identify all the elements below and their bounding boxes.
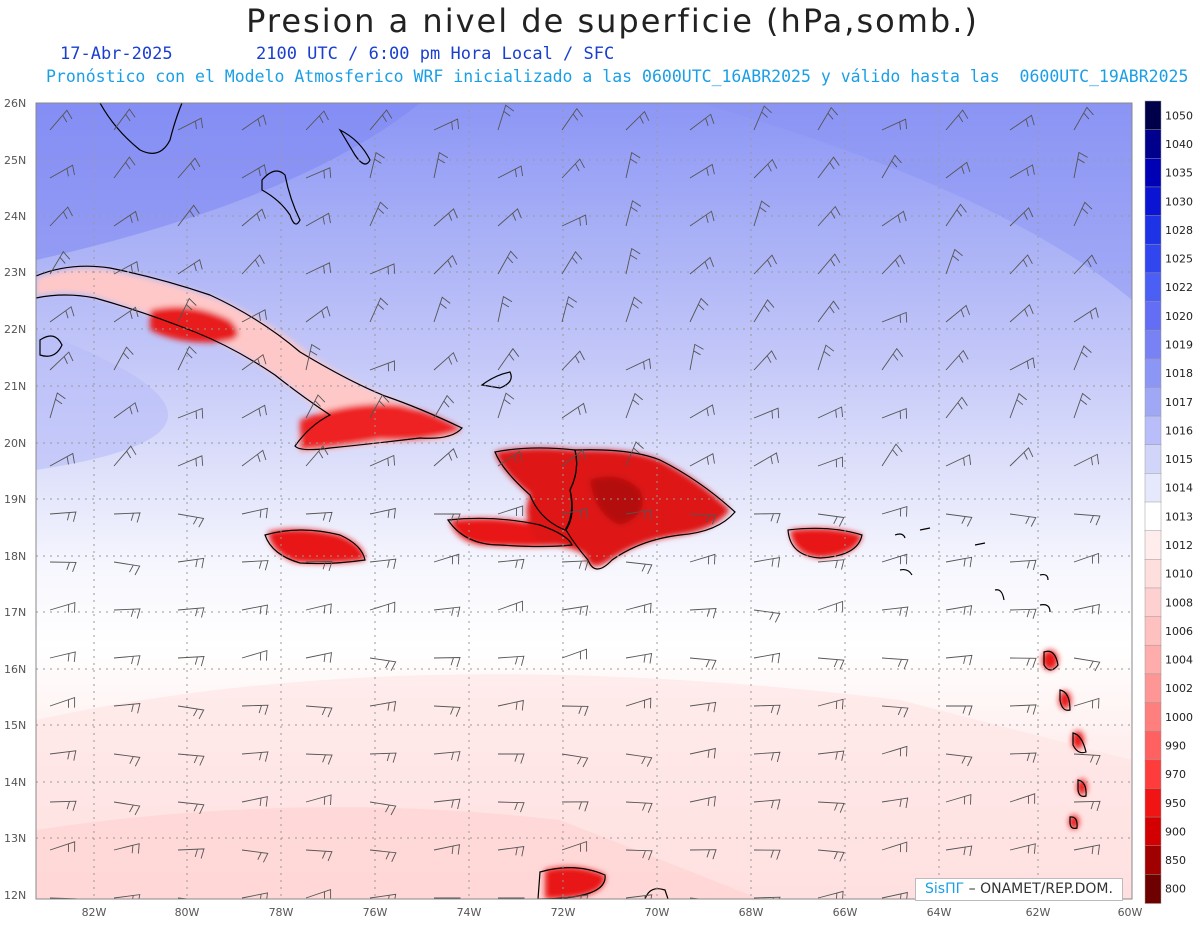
lat-label: 15N [4, 719, 26, 732]
credit-box: SisПГ – ONAMET/REP.DOM. [915, 878, 1123, 901]
colorbar-swatch [1145, 216, 1161, 245]
colorbar-label: 850 [1165, 854, 1186, 867]
colorbar-swatch [1145, 731, 1161, 760]
colorbar-swatch [1145, 273, 1161, 302]
lat-label: 12N [4, 889, 26, 902]
lat-label: 22N [4, 323, 26, 336]
colorbar-label: 1002 [1165, 682, 1193, 695]
lat-label: 26N [4, 97, 26, 110]
colorbar-swatch [1145, 874, 1161, 903]
colorbar-swatch [1145, 244, 1161, 273]
colorbar-label: 1028 [1165, 224, 1193, 237]
colorbar-swatch [1145, 788, 1161, 817]
colorbar-label: 1006 [1165, 625, 1193, 638]
lon-label: 80W [175, 906, 200, 919]
colorbar-label: 1022 [1165, 281, 1193, 294]
wind-barb [50, 898, 76, 908]
colorbar-label: 1018 [1165, 367, 1193, 380]
colorbar-swatch [1145, 817, 1161, 846]
colorbar-swatch [1145, 101, 1161, 130]
colorbar-label: 800 [1165, 883, 1186, 896]
lat-label: 19N [4, 493, 26, 506]
lon-label: 78W [269, 906, 294, 919]
lat-label: 14N [4, 776, 26, 789]
colorbar-label: 900 [1165, 825, 1186, 838]
lat-label: 24N [4, 210, 26, 223]
colorbar-label: 1000 [1165, 711, 1193, 724]
lat-label: 13N [4, 832, 26, 845]
colorbar-swatch [1145, 559, 1161, 588]
wind-barb [690, 898, 716, 910]
colorbar-swatch [1145, 846, 1161, 875]
colorbar-swatch [1145, 359, 1161, 388]
latitude-labels: 26N 25N 24N 23N 22N 21N 20N 19N 18N 17N … [4, 97, 26, 902]
lon-label: 70W [645, 906, 670, 919]
lon-label: 68W [739, 906, 764, 919]
colorbar-swatch [1145, 416, 1161, 445]
colorbar-label: 1008 [1165, 596, 1193, 609]
colorbar-swatch [1145, 703, 1161, 732]
colorbar-label: 1010 [1165, 568, 1193, 581]
colorbar-label: 950 [1165, 797, 1186, 810]
credit-text: – ONAMET/REP.DOM. [969, 881, 1113, 897]
colorbar-swatch [1145, 187, 1161, 216]
colorbar-swatch [1145, 473, 1161, 502]
lat-label: 18N [4, 550, 26, 563]
colorbar-swatch [1145, 588, 1161, 617]
sistpg-logo: SisПГ [925, 881, 964, 897]
colorbar-label: 1015 [1165, 453, 1193, 466]
lon-label: 82W [82, 906, 107, 919]
colorbar-label: 1014 [1165, 482, 1193, 495]
lat-label: 16N [4, 663, 26, 676]
lon-label: 64W [927, 906, 952, 919]
lat-label: 17N [4, 606, 26, 619]
colorbar-label: 1040 [1165, 138, 1193, 151]
colorbar-label: 1019 [1165, 338, 1193, 351]
longitude-labels: 82W 80W 78W 76W 74W 72W 70W 68W 66W 64W … [82, 906, 1143, 919]
colorbar-label: 970 [1165, 768, 1186, 781]
colorbar-swatch [1145, 158, 1161, 187]
lon-label: 62W [1026, 906, 1051, 919]
lon-label: 60W [1118, 906, 1143, 919]
colorbar-label: 990 [1165, 739, 1186, 752]
colorbar-label: 1020 [1165, 310, 1193, 323]
colorbar-swatch [1145, 617, 1161, 646]
lat-label: 23N [4, 266, 26, 279]
colorbar-label: 1004 [1165, 654, 1193, 667]
colorbar-swatch [1145, 645, 1161, 674]
lat-label: 25N [4, 154, 26, 167]
lat-label: 21N [4, 380, 26, 393]
colorbar-swatch [1145, 502, 1161, 531]
lon-label: 74W [457, 906, 482, 919]
map-area [36, 103, 1132, 910]
colorbar-swatch [1145, 302, 1161, 331]
colorbar-label: 1016 [1165, 424, 1193, 437]
colorbar-label: 1013 [1165, 510, 1193, 523]
colorbar-swatch [1145, 674, 1161, 703]
lon-label: 72W [551, 906, 576, 919]
colorbar-swatch [1145, 531, 1161, 560]
colorbar-label: 1050 [1165, 109, 1193, 122]
colorbar-swatch [1145, 330, 1161, 359]
lon-label: 66W [833, 906, 858, 919]
lon-label: 76W [363, 906, 388, 919]
colorbar-swatch [1145, 387, 1161, 416]
lat-label: 20N [4, 437, 26, 450]
colorbar-swatch [1145, 760, 1161, 789]
colorbar-label: 1017 [1165, 396, 1193, 409]
colorbar-swatch [1145, 130, 1161, 159]
colorbar-swatch [1145, 445, 1161, 474]
pressure-colorbar: 1050 1040 1035 1030 1028 1025 1022 1020 1019 1018… [1145, 101, 1193, 904]
colorbar-label: 1012 [1165, 539, 1193, 552]
colorbar-label: 1025 [1165, 253, 1193, 266]
colorbar-label: 1035 [1165, 167, 1193, 180]
colorbar-label: 1030 [1165, 195, 1193, 208]
